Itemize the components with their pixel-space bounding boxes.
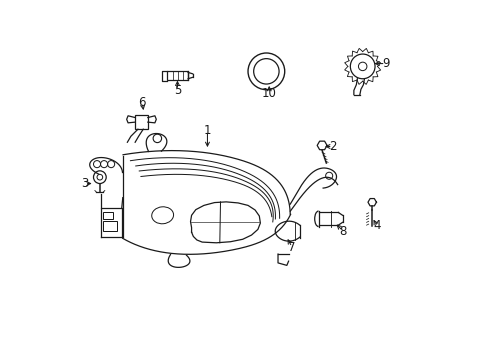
- Bar: [103, 212, 113, 219]
- Bar: [103, 221, 117, 231]
- Text: 2: 2: [328, 140, 336, 153]
- Text: 5: 5: [173, 84, 181, 96]
- Text: 10: 10: [261, 87, 276, 100]
- Text: 3: 3: [81, 177, 88, 190]
- Text: 1: 1: [203, 124, 211, 137]
- Text: 8: 8: [339, 225, 346, 238]
- Text: 6: 6: [138, 96, 145, 109]
- Bar: [166, 71, 188, 80]
- Text: 4: 4: [372, 219, 380, 232]
- Text: 7: 7: [288, 240, 295, 253]
- Text: 9: 9: [381, 57, 388, 70]
- Bar: [135, 115, 147, 129]
